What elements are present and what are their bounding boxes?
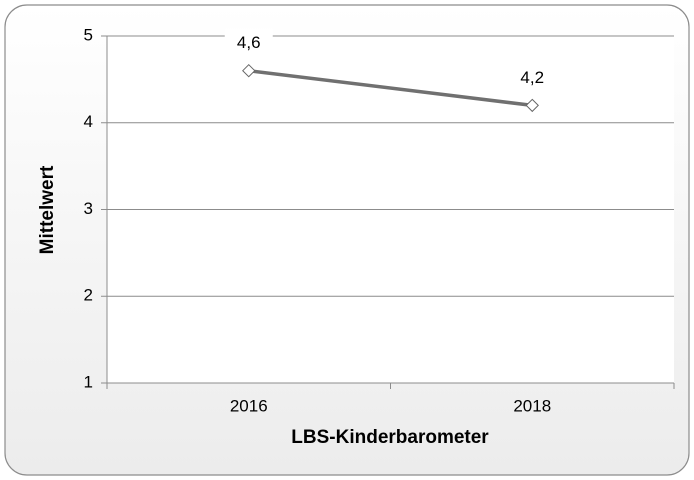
line	[248, 68, 533, 108]
y-tick-label: 3	[84, 199, 93, 218]
y-axis-title: Mittelwert	[37, 165, 58, 254]
value-label: 4,2	[520, 68, 544, 87]
y-tick-label: 5	[84, 25, 93, 44]
y-tick-label: 1	[84, 372, 93, 391]
x-tick-label: 2016	[230, 396, 268, 415]
y-tick-label: 2	[84, 286, 93, 305]
x-axis-title: LBS-Kinderbarometer	[291, 427, 489, 448]
y-tick-label: 4	[84, 112, 93, 131]
value-label-bg	[508, 63, 557, 92]
marker	[525, 98, 539, 113]
marker	[242, 63, 256, 78]
value-label-bg	[224, 28, 273, 57]
value-label: 4,6	[237, 33, 261, 52]
x-tick-label: 2018	[513, 396, 551, 415]
